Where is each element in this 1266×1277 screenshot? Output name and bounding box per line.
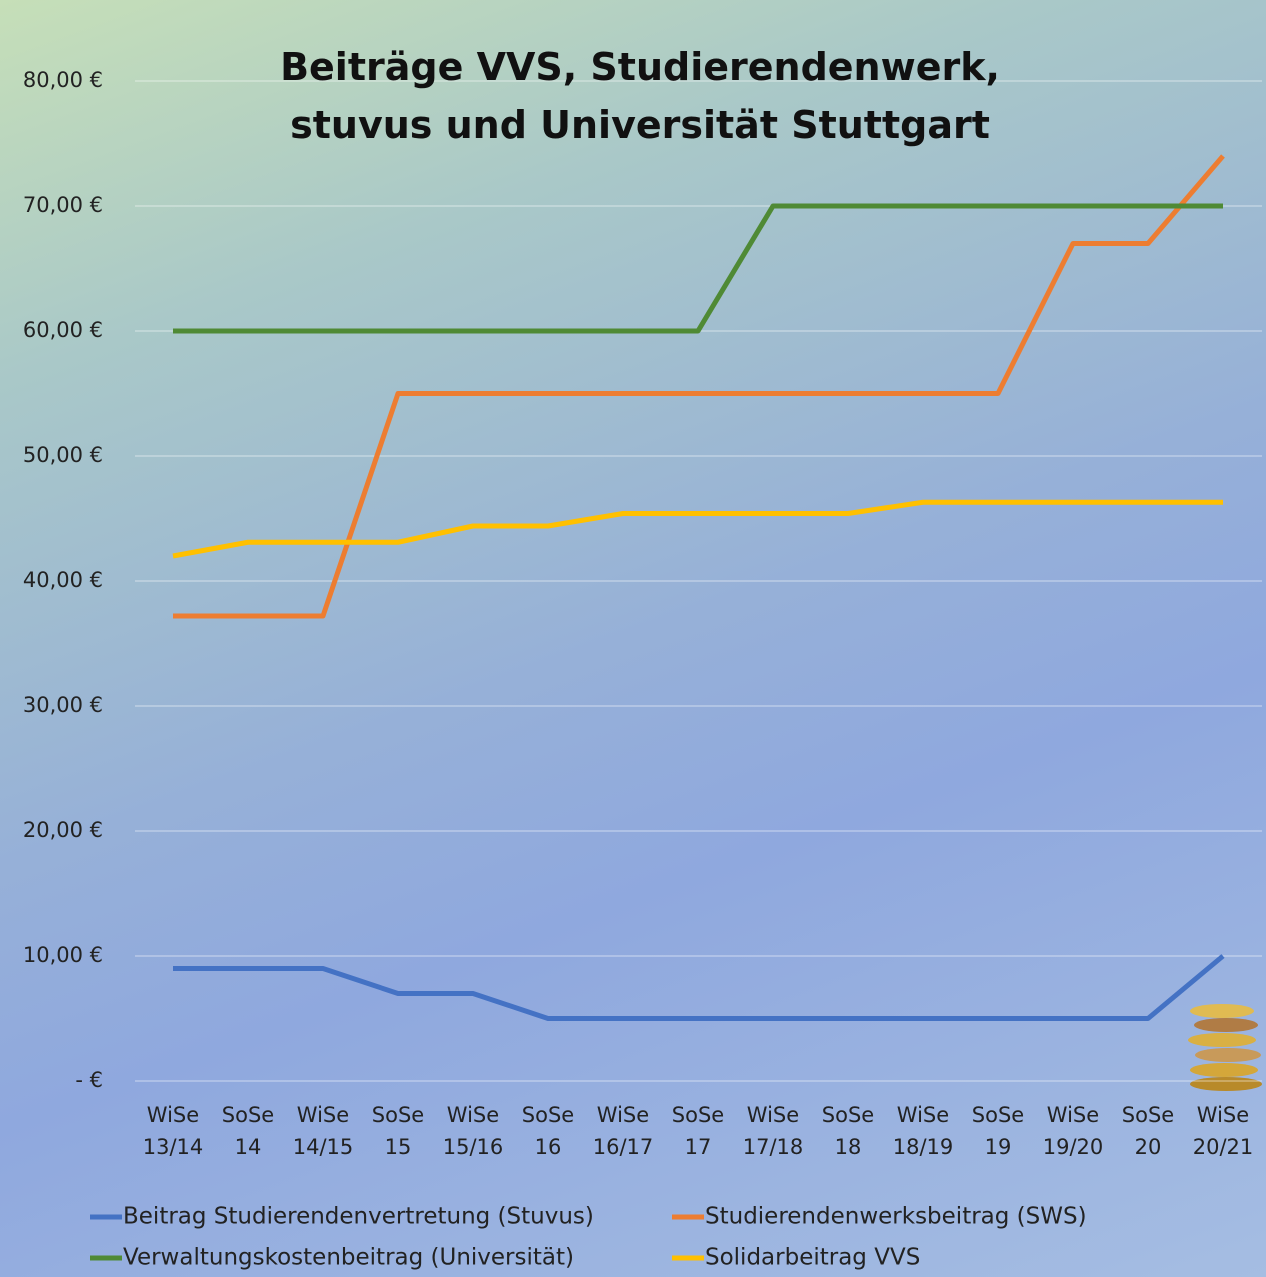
- legend-entry: Solidarbeitrag VVS: [672, 1245, 920, 1271]
- y-tick-label: 80,00 €: [23, 68, 103, 92]
- chart: - € 10,00 € 20,00 € 30,00 € 40,00 € 50,00 € 60…: [0, 0, 1266, 1277]
- legend-label: Solidarbeitrag VVS: [705, 1245, 920, 1271]
- series-line: [173, 206, 1223, 331]
- y-tick-label: 10,00 €: [23, 943, 103, 967]
- chart-title: Beiträge VVS, Studierendenwerk, stuvus u…: [280, 38, 1000, 154]
- legend-entry: Verwaltungskostenbeitrag (Universität): [90, 1245, 574, 1271]
- y-tick-label: 30,00 €: [23, 693, 103, 717]
- y-tick-label: 20,00 €: [23, 818, 103, 842]
- series-line: [173, 956, 1223, 1019]
- series-line: [173, 156, 1223, 616]
- coins: [1188, 1004, 1262, 1091]
- legend-label: Verwaltungskostenbeitrag (Universität): [123, 1245, 574, 1271]
- legend-entry: Studierendenwerksbeitrag (SWS): [672, 1204, 1087, 1230]
- y-tick-label: 50,00 €: [23, 443, 103, 467]
- legend-label: Studierendenwerksbeitrag (SWS): [705, 1204, 1087, 1230]
- y-tick-label: 40,00 €: [23, 568, 103, 592]
- legend-entry: Beitrag Studierendenvertretung (Stuvus): [90, 1204, 594, 1230]
- y-tick-label: 70,00 €: [23, 193, 103, 217]
- series-line: [173, 502, 1223, 556]
- chart-area: - € 10,00 € 20,00 € 30,00 € 40,00 € 50,00 € 60…: [0, 0, 1266, 1277]
- y-tick-label: - €: [75, 1068, 103, 1092]
- y-tick-label: 60,00 €: [23, 318, 103, 342]
- legend-label: Beitrag Studierendenvertretung (Stuvus): [123, 1204, 594, 1230]
